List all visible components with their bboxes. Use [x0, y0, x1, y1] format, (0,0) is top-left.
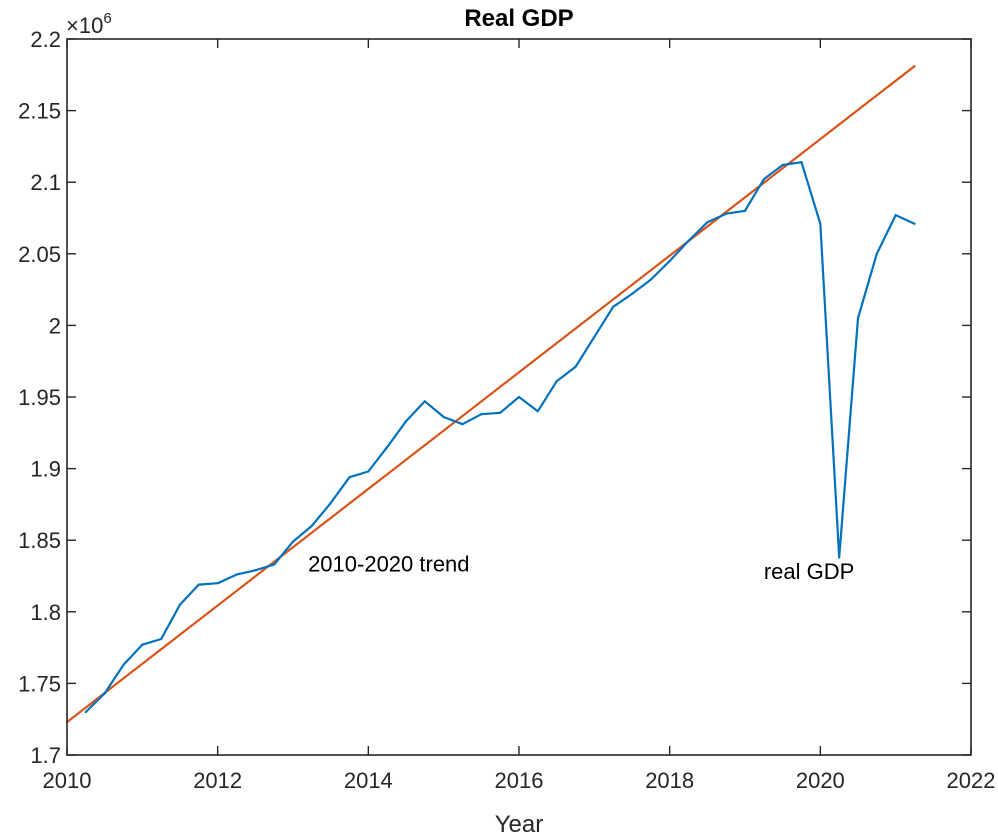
data-point-real [103, 692, 106, 695]
data-point-real [649, 278, 652, 281]
y-exponent-power: 6 [103, 10, 111, 27]
y-tick-label: 2.2 [30, 27, 61, 52]
data-point-real [875, 252, 878, 255]
y-tick-label: 2.1 [30, 170, 61, 195]
data-point-real [160, 637, 163, 641]
annotation-label: real GDP [764, 559, 854, 584]
y-tick-label: 1.75 [18, 671, 61, 696]
x-tick-label: 2010 [43, 768, 92, 793]
x-axis-label: Year [495, 811, 544, 837]
data-point-real [517, 395, 521, 399]
x-ticks: 2010 2012 2014 2016 2018 2020 2022 [43, 39, 996, 793]
y-exponent-label: ×106 [66, 10, 112, 38]
y-tick-label: 1.8 [30, 600, 61, 625]
series-layer [65, 65, 916, 724]
data-point-real [273, 563, 276, 566]
data-point-real [254, 569, 257, 572]
y-tick-label: 1.85 [18, 528, 61, 553]
data-point-real [536, 410, 539, 413]
y-tick-label: 1.95 [18, 385, 61, 410]
data-point-real [838, 556, 841, 559]
data-point-real [725, 212, 728, 215]
data-point-real [555, 380, 558, 383]
annotations: 2010-2020 trend real GDP [308, 552, 854, 584]
data-point-real [178, 603, 182, 606]
y-tick-label: 1.9 [30, 457, 61, 482]
y-exponent-base: ×10 [66, 13, 103, 38]
chart-title: Real GDP [464, 5, 573, 32]
data-point-real [348, 476, 351, 479]
data-point-real [461, 423, 464, 426]
data-point-real [593, 335, 596, 338]
data-point-real [800, 161, 803, 164]
data-point-real [612, 305, 615, 308]
y-tick-label: 2.15 [18, 99, 61, 124]
y-tick-label: 2 [49, 313, 61, 338]
data-point-real [141, 643, 144, 646]
data-point-real [310, 524, 313, 527]
y-tick-label: 2.05 [18, 242, 61, 267]
data-point-real [235, 573, 238, 576]
x-tick-label: 2020 [796, 768, 845, 793]
data-point-trend [913, 65, 916, 68]
data-point-real [216, 582, 219, 585]
data-point-real [706, 221, 709, 224]
data-point-real [819, 222, 822, 225]
data-point-real [781, 163, 784, 167]
x-tick-label: 2012 [193, 768, 242, 793]
y-ticks: 1.7 1.75 1.8 1.85 1.9 1.95 2 2.05 2.1 2.15 2.2 [18, 27, 971, 768]
data-point-real [630, 292, 634, 295]
x-tick-label: 2022 [947, 768, 996, 793]
x-tick-label: 2016 [495, 768, 544, 793]
y-tick-label: 1.7 [30, 743, 61, 768]
x-tick-label: 2018 [645, 768, 694, 793]
annotation-label: 2010-2020 trend [308, 552, 469, 577]
data-point-real [291, 540, 295, 543]
data-point-real [687, 239, 690, 243]
data-point-real [442, 415, 445, 419]
data-point-real [329, 501, 332, 505]
data-point-real [574, 365, 577, 369]
data-point-real [894, 214, 897, 217]
data-point-real [122, 663, 125, 666]
data-point-real [913, 222, 916, 225]
data-point-real [762, 178, 765, 181]
series-line-trend [66, 65, 916, 723]
data-point-real [367, 470, 370, 473]
data-point-real [499, 411, 502, 414]
data-point-real [84, 710, 87, 714]
data-point-real [856, 317, 860, 320]
data-point-real [668, 259, 671, 263]
data-point-real [480, 413, 483, 416]
data-point-real [386, 446, 389, 449]
data-point-real [423, 400, 426, 403]
x-tick-label: 2014 [344, 768, 393, 793]
data-point-real [743, 209, 747, 212]
data-point-real [197, 583, 200, 586]
data-point-real [404, 420, 408, 423]
